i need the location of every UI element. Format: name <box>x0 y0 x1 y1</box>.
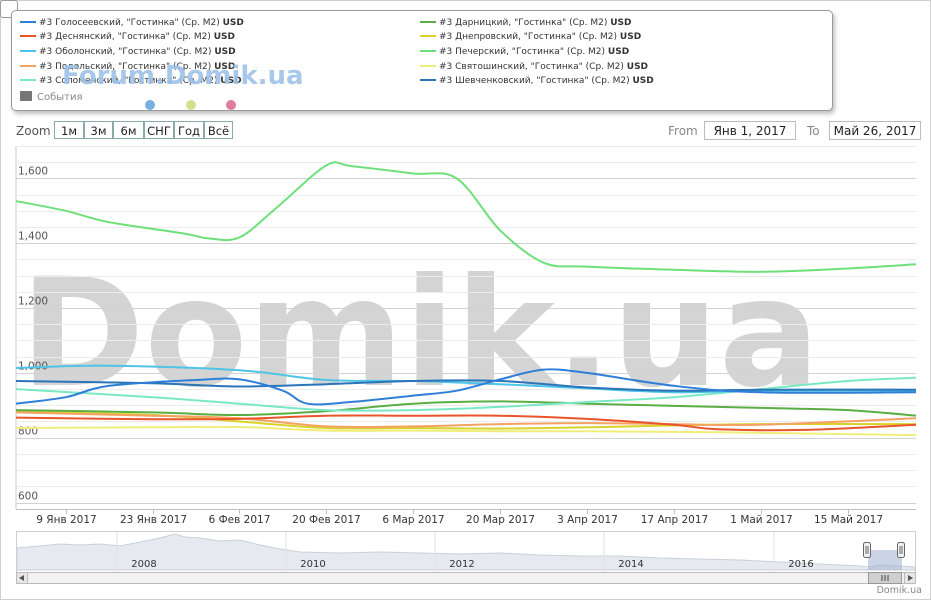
series-line-4[interactable] <box>15 411 917 429</box>
arrow-right-icon <box>908 575 913 581</box>
y-tick-label: 1,400 <box>18 231 48 243</box>
y-tick-label: 1,200 <box>18 296 48 308</box>
series-line-8[interactable] <box>15 161 917 273</box>
navigator-selection[interactable] <box>868 550 902 570</box>
x-tick-label: 15 Май 2017 <box>814 514 883 526</box>
legend-unit: USD <box>213 32 236 42</box>
navigator-handle-left[interactable] <box>863 542 871 558</box>
legend-item-5[interactable]: #3 Соломенский, "Гостинка" (Ср. М2) USD <box>20 74 242 88</box>
navigator[interactable]: 2008 2010 2012 2014 2016 <box>16 531 916 584</box>
event-dot-pink[interactable] <box>226 100 236 110</box>
zoom-label: Zoom <box>16 124 51 138</box>
event-dot-blue[interactable] <box>145 100 155 110</box>
y-tick-label: 1,600 <box>18 166 48 178</box>
legend-item-3[interactable]: #3 Оболонский, "Гостинка" (Ср. М2) USD <box>20 45 236 59</box>
x-tick-label: 3 Апр 2017 <box>557 514 618 526</box>
series-line-6[interactable] <box>15 400 917 417</box>
series-line-1[interactable] <box>15 368 917 406</box>
legend-item-9[interactable]: #3 Святошинский, "Гостинка" (Ср. М2) USD <box>420 60 648 74</box>
navigator-year-label: 2014 <box>618 559 643 570</box>
legend-item-10[interactable]: #3 Шевченковский, "Гостинка" (Ср. М2) US… <box>420 74 654 88</box>
zoom-button-2[interactable]: 3м <box>84 121 113 139</box>
zoom-button-1[interactable]: 1м <box>54 121 84 139</box>
navigator-year-label: 2008 <box>131 559 156 570</box>
x-tick-label: 6 Мар 2017 <box>382 514 444 526</box>
legend-label: #3 Шевченковский, "Гостинка" (Ср. М2) <box>439 76 633 86</box>
legend-label: #3 Оболонский, "Гостинка" (Ср. М2) <box>39 47 215 57</box>
x-tick-label: 20 Фев 2017 <box>292 514 360 526</box>
legend-swatch <box>420 34 436 37</box>
legend-swatch <box>420 49 436 52</box>
zoom-button-4[interactable]: СНГ <box>144 121 174 139</box>
forum-watermark: Forum.Domik.ua <box>62 61 304 91</box>
navigator-year-label: 2012 <box>449 559 474 570</box>
legend-swatch <box>20 78 36 81</box>
legend-item-6[interactable]: #3 Дарницкий, "Гостинка" (Ср. М2) USD <box>420 16 631 30</box>
event-dot-yellow[interactable] <box>186 100 196 110</box>
legend-swatch <box>420 64 436 67</box>
legend-unit: USD <box>214 47 236 57</box>
navigator-series-area <box>16 533 916 571</box>
events-swatch <box>20 91 32 101</box>
x-tick-label: 20 Мар 2017 <box>466 514 535 526</box>
series-line-9[interactable] <box>15 425 917 437</box>
zoom-button-5[interactable]: Год <box>174 121 204 139</box>
legend-unit: USD <box>214 62 236 72</box>
series-line-2[interactable] <box>15 414 917 432</box>
to-date-input[interactable]: Май 26, 2017 <box>829 121 921 140</box>
legend-unit: USD <box>632 76 654 86</box>
legend-item-2[interactable]: #3 Деснянский, "Гостинка" (Ср. М2) USD <box>20 30 235 44</box>
legend-label: #3 Подольский, "Гостинка" (Ср. М2) <box>39 62 215 72</box>
x-tick-label: 23 Янв 2017 <box>120 514 187 526</box>
navigator-year-label: 2010 <box>300 559 325 570</box>
legend-unit: USD <box>610 18 632 28</box>
zoom-button-3[interactable]: 6м <box>113 121 144 139</box>
legend-unit: USD <box>220 76 242 86</box>
y-tick-label: 600 <box>18 491 38 503</box>
legend-item-4[interactable]: #3 Подольский, "Гостинка" (Ср. М2) USD <box>20 60 235 74</box>
legend-label: #3 Святошинский, "Гостинка" (Ср. М2) <box>439 62 627 72</box>
legend-label: #3 Соломенский, "Гостинка" (Ср. М2) <box>39 76 221 86</box>
credit-link[interactable]: Domik.ua <box>876 585 922 596</box>
series-lines <box>15 161 917 437</box>
events-label: События <box>37 92 83 103</box>
navigator-year-label: 2016 <box>788 559 813 570</box>
y-gridlines <box>15 146 916 510</box>
legend-unit: USD <box>222 18 244 28</box>
x-axis-labels: 9 Янв 2017 23 Янв 2017 6 Фев 2017 20 Фев 20… <box>36 509 883 526</box>
x-tick-label: 9 Янв 2017 <box>36 514 96 526</box>
x-tick-label: 17 Апр 2017 <box>641 514 708 526</box>
legend-item-events[interactable]: События <box>20 91 83 105</box>
legend: #3 Голосеевский, "Гостинка" (Ср. М2) USD… <box>11 10 833 111</box>
legend-unit: USD <box>619 32 642 42</box>
legend-unit: USD <box>626 62 649 72</box>
legend-unit: USD <box>607 47 630 57</box>
series-line-5[interactable] <box>15 376 917 412</box>
to-label: To <box>807 124 820 138</box>
legend-swatch <box>20 49 36 52</box>
navigator-handle-right[interactable] <box>897 542 905 558</box>
legend-swatch <box>20 64 36 67</box>
legend-label: #3 Голосеевский, "Гостинка" (Ср. М2) <box>39 18 223 28</box>
x-tick-label: 6 Фев 2017 <box>209 514 271 526</box>
legend-item-8[interactable]: #3 Печерский, "Гостинка" (Ср. М2) USD <box>420 45 629 59</box>
legend-label: #3 Деснянский, "Гостинка" (Ср. М2) <box>39 32 214 42</box>
x-tick-label: 1 Май 2017 <box>730 514 792 526</box>
zoom-button-6[interactable]: Всё <box>204 121 233 139</box>
legend-swatch <box>420 20 436 23</box>
legend-label: #3 Дарницкий, "Гостинка" (Ср. М2) <box>439 18 611 28</box>
legend-label: #3 Печерский, "Гостинка" (Ср. М2) <box>439 47 608 57</box>
legend-item-7[interactable]: #3 Днепровский, "Гостинка" (Ср. М2) USD <box>420 30 641 44</box>
scrollbar-track[interactable] <box>16 572 916 584</box>
from-date-input[interactable]: Янв 1, 2017 <box>704 121 796 140</box>
legend-swatch <box>420 78 436 81</box>
legend-item-1[interactable]: #3 Голосеевский, "Гостинка" (Ср. М2) USD <box>20 16 244 30</box>
legend-label: #3 Днепровский, "Гостинка" (Ср. М2) <box>439 32 620 42</box>
arrow-left-icon <box>19 575 24 581</box>
legend-swatch <box>20 20 36 23</box>
legend-swatch <box>20 34 36 37</box>
from-label: From <box>668 124 698 138</box>
